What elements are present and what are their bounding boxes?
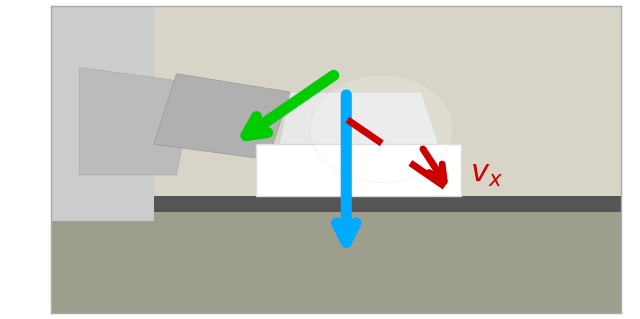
Polygon shape xyxy=(51,6,154,221)
Polygon shape xyxy=(279,92,438,144)
Polygon shape xyxy=(51,205,621,313)
Ellipse shape xyxy=(310,75,452,182)
Polygon shape xyxy=(80,68,193,175)
Text: $v_x$: $v_x$ xyxy=(470,160,503,189)
Polygon shape xyxy=(256,144,461,196)
Polygon shape xyxy=(51,6,621,205)
Polygon shape xyxy=(154,74,291,160)
Polygon shape xyxy=(51,196,621,211)
